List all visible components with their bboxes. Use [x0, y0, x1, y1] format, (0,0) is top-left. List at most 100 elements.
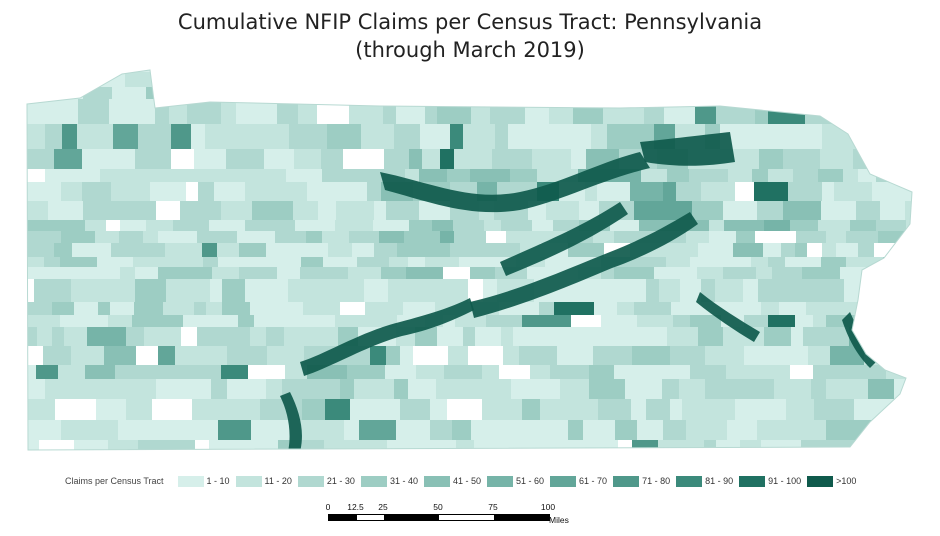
census-tract: [566, 257, 581, 268]
census-tract: [764, 220, 791, 232]
legend-label: >100: [836, 476, 857, 486]
census-tract: [476, 379, 512, 400]
census-tract: [724, 220, 765, 232]
census-tract: [663, 420, 687, 441]
census-tract: [593, 231, 615, 244]
census-tract: [791, 327, 804, 347]
census-tract: [222, 279, 246, 303]
census-tract: [340, 379, 355, 400]
legend-item: 51 - 60: [487, 475, 544, 487]
census-tract: [430, 420, 453, 441]
census-tract: [607, 124, 639, 150]
census-tract: [821, 257, 847, 268]
census-tract: [55, 267, 94, 280]
scale-tick-label: 100: [540, 502, 556, 512]
census-tract: [781, 124, 823, 150]
census-tract: [27, 124, 46, 150]
census-tract: [748, 399, 787, 421]
census-tract: [175, 346, 200, 366]
census-tract: [374, 243, 398, 258]
census-tract: [191, 124, 206, 150]
census-tract: [453, 220, 485, 232]
legend-swatch: [360, 475, 387, 487]
census-tract-layer: [27, 70, 912, 450]
map-subtitle: (through March 2019): [355, 38, 585, 62]
legend-label: 31 - 40: [389, 476, 418, 486]
legend-item: 1 - 10: [177, 475, 230, 487]
census-tract: [508, 124, 533, 150]
census-tract: [795, 315, 814, 328]
scale-tick-label: 25: [378, 502, 388, 512]
census-tract: [261, 124, 290, 150]
census-tract: [876, 220, 907, 232]
census-tract: [534, 327, 572, 347]
census-tract: [85, 365, 116, 380]
census-tract: [515, 440, 541, 450]
census-tract: [422, 149, 441, 170]
census-tract: [437, 327, 464, 347]
census-tract: [275, 231, 307, 244]
census-tract: [698, 327, 724, 347]
census-tract: [106, 220, 121, 232]
census-tract: [593, 346, 633, 366]
census-tract: [27, 346, 44, 366]
census-tract: [484, 220, 502, 232]
census-tract: [689, 169, 705, 183]
census-tract: [419, 169, 448, 183]
scale-tick-label: 12.5: [347, 502, 364, 512]
census-tract: [432, 220, 454, 232]
census-tract: [364, 279, 389, 303]
census-tract: [667, 169, 690, 183]
census-tract: [663, 182, 677, 202]
census-tract: [404, 231, 441, 244]
census-tract: [27, 440, 40, 450]
census-tract: [632, 346, 671, 366]
census-tract: [288, 279, 319, 303]
high-claim-corridor: [280, 392, 302, 450]
legend-item: 91 - 100: [739, 475, 801, 487]
census-tract: [444, 365, 483, 380]
census-tract: [422, 279, 444, 303]
census-tract: [254, 315, 290, 328]
census-tract: [266, 327, 285, 347]
census-tract: [27, 302, 53, 316]
census-tract: [588, 440, 619, 450]
census-tract: [880, 201, 906, 221]
census-tract: [818, 169, 844, 183]
census-tract: [108, 149, 136, 170]
census-tract: [237, 231, 276, 244]
census-tract: [788, 279, 819, 303]
census-tract: [846, 231, 879, 244]
census-tract: [409, 220, 433, 232]
census-tract: [463, 124, 496, 150]
census-tract: [716, 440, 741, 450]
census-tract: [666, 257, 691, 268]
census-tract: [459, 257, 486, 268]
census-tract: [95, 231, 120, 244]
census-tract: [315, 315, 336, 328]
census-tract: [568, 420, 584, 441]
census-tract: [327, 124, 362, 150]
census-tract: [156, 379, 178, 400]
census-tract: [206, 302, 223, 316]
census-tract: [680, 279, 702, 303]
census-tract: [27, 365, 37, 380]
census-tract: [137, 169, 174, 183]
census-tract: [726, 365, 739, 380]
census-tract: [513, 327, 535, 347]
census-tract: [685, 440, 705, 450]
census-tract: [177, 379, 212, 400]
census-tract: [795, 243, 808, 258]
census-tract: [171, 315, 184, 328]
census-tract: [268, 182, 308, 202]
legend-item: 41 - 50: [423, 475, 481, 487]
census-tract: [120, 267, 136, 280]
census-tract: [328, 243, 353, 258]
census-tract: [822, 243, 837, 258]
census-tract: [110, 302, 135, 316]
census-tract: [357, 257, 390, 268]
census-tract: [322, 420, 345, 441]
census-tract: [615, 420, 638, 441]
census-tract: [591, 124, 608, 150]
census-tract: [173, 169, 207, 183]
